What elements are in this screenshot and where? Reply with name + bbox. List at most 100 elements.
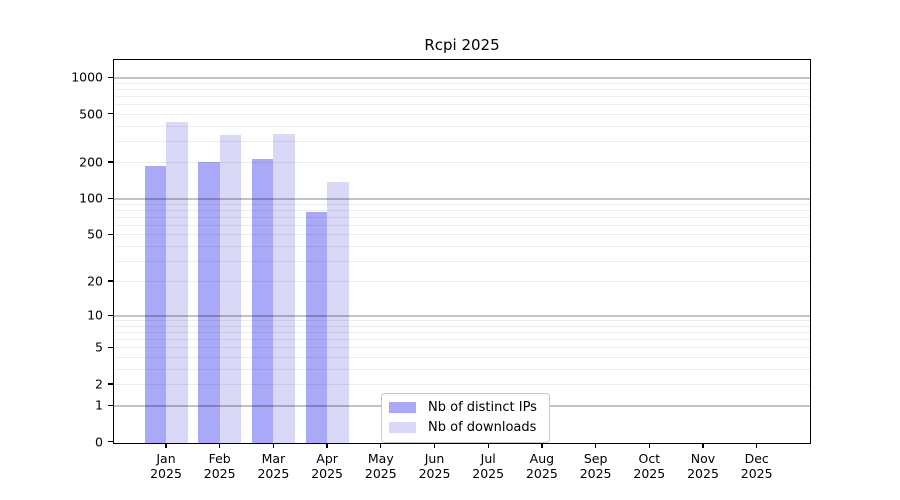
gridline-minor xyxy=(114,209,810,211)
legend-swatch-downloads xyxy=(389,422,416,433)
x-tick-label-line: 2025 xyxy=(525,466,558,481)
x-tick-label-line: 2025 xyxy=(579,466,612,481)
gridline-minor xyxy=(114,347,810,349)
y-axis-tick xyxy=(108,314,114,316)
x-tick-label: Jan 2025 xyxy=(136,451,196,481)
x-tick-label-line: Sep xyxy=(583,451,608,466)
y-axis-tick xyxy=(108,197,114,199)
x-tick-label-line: 2025 xyxy=(740,466,773,481)
x-tick-label: May 2025 xyxy=(351,451,411,481)
x-tick-label-line: Jul xyxy=(480,451,496,466)
gridline-minor xyxy=(114,82,810,84)
x-tick-label: Dec 2025 xyxy=(727,451,787,481)
gridline-minor xyxy=(114,161,810,163)
gridline-minor xyxy=(114,234,810,236)
gridline-minor xyxy=(114,245,810,247)
x-tick-label-line: 2025 xyxy=(364,466,397,481)
y-tick-label: 10 xyxy=(87,307,103,323)
x-tick-label-line: 2025 xyxy=(150,466,182,481)
y-tick-label: 50 xyxy=(87,226,103,242)
gridline-minor xyxy=(114,320,810,322)
x-tick-label: Sep 2025 xyxy=(566,451,626,481)
gridline-minor xyxy=(114,224,810,226)
gridline-minor xyxy=(114,216,810,218)
x-tick-label-line: Feb xyxy=(208,451,231,466)
bar-nb-of-distinct-ips-apr xyxy=(305,212,328,443)
x-tick-label-line: 2025 xyxy=(687,466,719,481)
bar-nb-of-downloads-feb xyxy=(219,135,242,443)
x-axis-tick xyxy=(326,443,328,448)
x-tick-label-line: Nov xyxy=(690,451,716,466)
x-axis-tick xyxy=(541,443,543,448)
legend-item-distinct-ips: Nb of distinct IPs xyxy=(389,400,537,415)
y-tick-label: 100 xyxy=(79,190,103,206)
x-axis-tick xyxy=(165,443,167,448)
y-axis-tick xyxy=(108,280,114,282)
y-tick-label: 1 xyxy=(95,397,103,413)
gridline-minor xyxy=(114,203,810,205)
gridline-minor xyxy=(114,325,810,327)
gridline-minor xyxy=(114,332,810,334)
x-tick-label-line: 2025 xyxy=(257,466,290,481)
x-tick-label-line: 2025 xyxy=(472,466,505,481)
plot-area: Nb of distinct IPs Nb of downloads 0 1 2 5 1… xyxy=(71,59,811,481)
y-axis-tick xyxy=(108,161,114,163)
gridline-major xyxy=(114,315,810,317)
gridline-minor xyxy=(114,383,810,385)
x-axis-tick xyxy=(702,443,704,448)
y-axis-tick xyxy=(108,76,114,78)
x-tick-label-line: 2025 xyxy=(633,466,666,481)
y-tick-label: 2 xyxy=(95,376,103,392)
y-tick-label: 1000 xyxy=(71,69,103,85)
x-tick-label-line: Mar xyxy=(261,451,286,466)
gridline-minor xyxy=(114,140,810,142)
legend: Nb of distinct IPs Nb of downloads xyxy=(381,393,550,443)
x-tick-label-line: Apr xyxy=(316,451,338,466)
x-tick-label: Mar 2025 xyxy=(243,451,303,481)
x-tick-label: Jun 2025 xyxy=(405,451,465,481)
x-tick-label: Apr 2025 xyxy=(297,451,357,481)
bar-nb-of-distinct-ips-mar xyxy=(251,159,274,443)
legend-item-downloads: Nb of downloads xyxy=(389,420,537,435)
legend-swatch-distinct-ips xyxy=(389,402,416,413)
gridline-minor xyxy=(114,96,810,98)
bar-nb-of-downloads-jan xyxy=(166,121,188,443)
y-tick-label: 5 xyxy=(95,339,103,355)
bar-nb-of-distinct-ips-feb xyxy=(198,161,220,443)
bar-nb-of-downloads-mar xyxy=(273,133,295,443)
y-tick-label: 500 xyxy=(79,106,103,122)
y-axis-tick xyxy=(108,346,114,348)
gridline-minor xyxy=(114,89,810,90)
x-axis-tick xyxy=(380,443,382,448)
x-axis-tick xyxy=(219,443,221,448)
x-tick-label-line: 2025 xyxy=(418,466,451,481)
x-tick-label-line: Aug xyxy=(529,451,555,466)
x-tick-label: Feb 2025 xyxy=(190,451,250,481)
gridline-minor xyxy=(114,368,810,370)
gridline-minor xyxy=(114,281,810,283)
x-axis-tick xyxy=(487,443,489,448)
x-tick-label-line: May xyxy=(367,451,394,466)
gridline-minor xyxy=(114,113,810,115)
bar-nb-of-downloads-apr xyxy=(327,181,349,443)
y-axis-tick xyxy=(108,113,114,115)
x-tick-label: Nov 2025 xyxy=(673,451,733,481)
y-axis-tick xyxy=(108,404,114,406)
chart-title: Rcpi 2025 xyxy=(424,36,500,54)
x-axis-tick xyxy=(756,443,758,448)
x-tick-label: Oct 2025 xyxy=(619,451,679,481)
y-tick-label: 20 xyxy=(87,273,103,289)
x-axis-tick xyxy=(272,443,275,448)
x-tick-label-line: Jun xyxy=(424,451,445,466)
gridline-minor xyxy=(114,104,810,106)
gridline-minor xyxy=(114,260,810,262)
y-axis-tick xyxy=(108,233,114,236)
bar-nb-of-distinct-ips-jan xyxy=(144,165,166,443)
y-axis-tick xyxy=(108,441,114,443)
y-tick-label: 0 xyxy=(95,434,103,450)
x-tick-label-line: 2025 xyxy=(311,466,343,481)
legend-label-downloads: Nb of downloads xyxy=(428,420,537,435)
gridline-minor xyxy=(114,339,810,341)
x-tick-label-line: Oct xyxy=(638,451,661,466)
